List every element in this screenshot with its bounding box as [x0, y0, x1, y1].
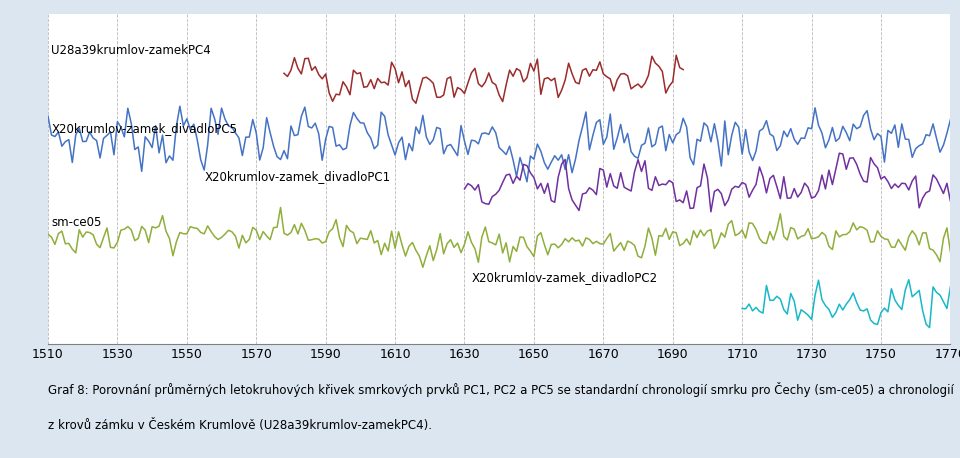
Text: z krovů zámku v Českém Krumlově (U28a39krumlov-zamekPC4).: z krovů zámku v Českém Krumlově (U28a39k… [48, 419, 432, 432]
Text: sm-ce05: sm-ce05 [52, 216, 102, 229]
Text: X20krumlov-zamek_divadloPC1: X20krumlov-zamek_divadloPC1 [204, 170, 391, 183]
Text: X20krumlov-zamek_divadloPC2: X20krumlov-zamek_divadloPC2 [471, 271, 658, 284]
Text: X20krumlov-zamek_divadloPC5: X20krumlov-zamek_divadloPC5 [52, 122, 237, 135]
Text: U28a39krumlov-zamekPC4: U28a39krumlov-zamekPC4 [52, 44, 211, 57]
Text: Graf 8: Porovnání průměrných letokruhových křivek smrkových prvků PC1, PC2 a PC5: Graf 8: Porovnání průměrných letokruhový… [48, 382, 954, 398]
